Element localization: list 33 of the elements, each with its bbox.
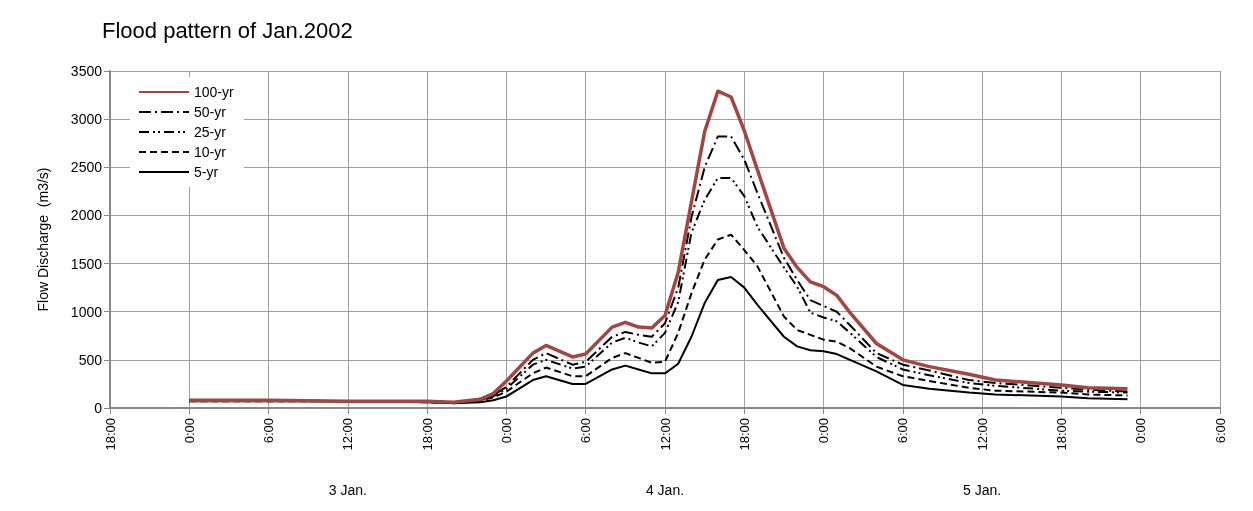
- legend-label: 5-yr: [194, 164, 219, 180]
- x-tick-label: 12:00: [340, 418, 356, 451]
- y-axis-title: Flow Discharge (m3/s): [35, 167, 51, 312]
- x-tick-label: 0:00: [1133, 418, 1149, 444]
- y-tick-label: 2500: [70, 159, 103, 176]
- chart-title: Flood pattern of Jan.2002: [102, 17, 353, 43]
- x-tick-label: 0:00: [181, 418, 197, 444]
- y-tick-label: 0: [94, 400, 103, 416]
- x-tick-label: 0:00: [498, 418, 514, 444]
- y-tick-label: 3500: [70, 63, 103, 79]
- legend-label: 50-yr: [194, 104, 227, 120]
- x-tick-label: 6:00: [895, 418, 911, 444]
- x-tick-label: 6:00: [578, 418, 594, 444]
- legend-label: 25-yr: [194, 124, 227, 140]
- text: 3 Jan.: [328, 482, 367, 498]
- x-tick-label: 12:00: [974, 418, 990, 451]
- y-tick-label: 3000: [70, 111, 103, 128]
- legend-label: 10-yr: [194, 144, 227, 160]
- x-tick-label: 0:00: [816, 418, 832, 444]
- legend-label: 100-yr: [194, 84, 235, 100]
- y-tick-label: 2000: [70, 207, 103, 224]
- x-tick-label: 12:00: [657, 418, 673, 451]
- x-tick-label: 18:00: [102, 418, 118, 451]
- y-tick-label: 500: [78, 351, 103, 368]
- x-tick-label: 6:00: [1212, 418, 1228, 444]
- text: 5 Jan.: [963, 482, 1002, 498]
- x-tick-label: 18:00: [736, 418, 752, 451]
- y-tick-label: 1000: [70, 303, 103, 320]
- x-tick-label: 6:00: [261, 418, 277, 444]
- x-tick-label: 18:00: [1053, 418, 1069, 451]
- text: 4 Jan.: [645, 482, 685, 498]
- y-tick-label: 1500: [70, 255, 103, 272]
- x-tick-label: 18:00: [419, 418, 435, 451]
